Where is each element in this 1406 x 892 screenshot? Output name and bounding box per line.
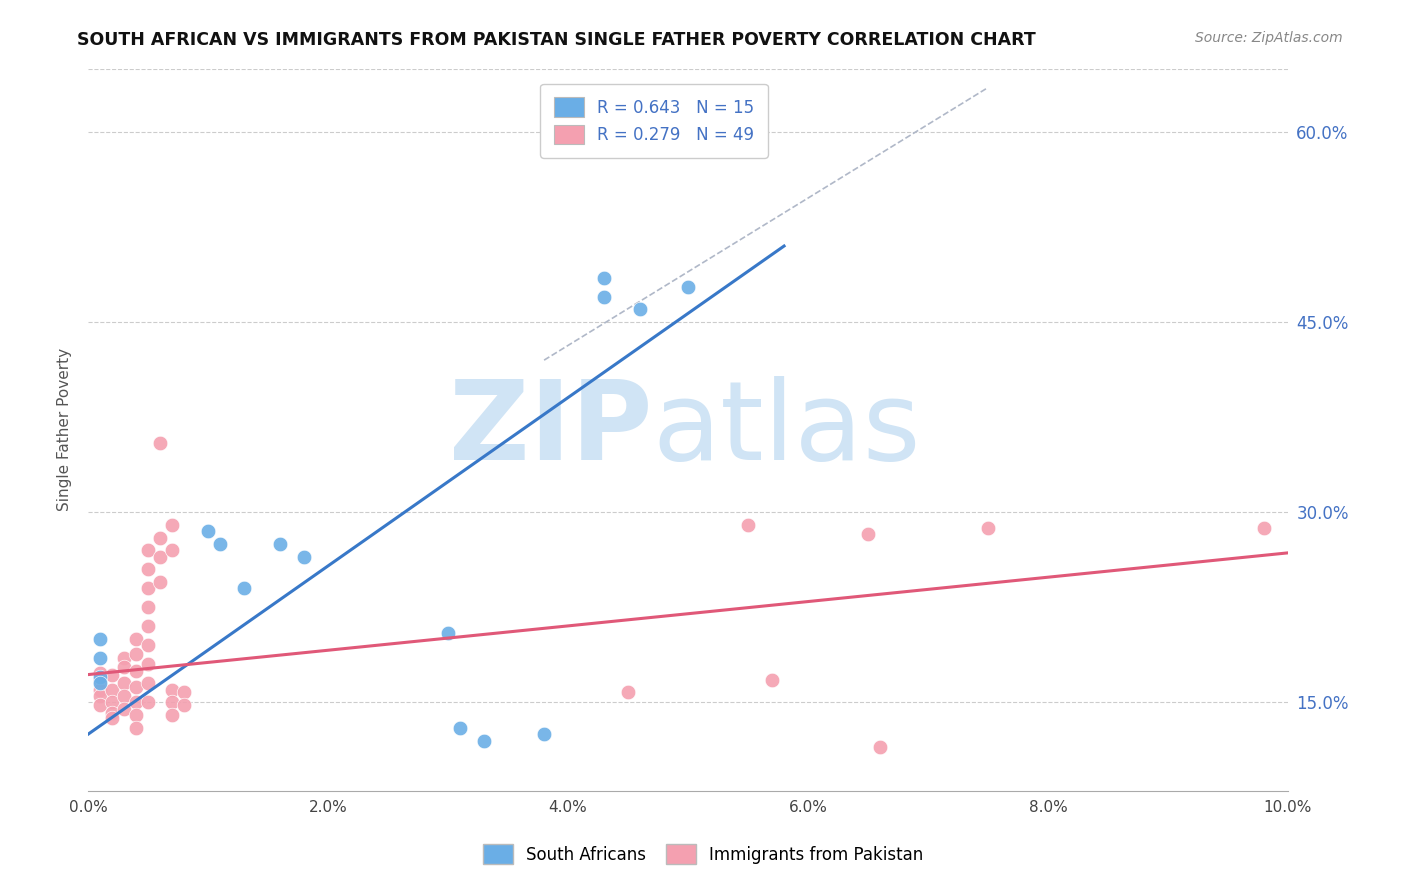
Point — [737, 128, 759, 142]
Text: atlas: atlas — [652, 376, 921, 483]
Point — [197, 524, 219, 539]
Point — [209, 537, 232, 551]
Legend: South Africans, Immigrants from Pakistan: South Africans, Immigrants from Pakistan — [475, 838, 931, 871]
Point — [593, 270, 616, 285]
Point — [449, 721, 471, 735]
Point — [89, 673, 111, 687]
Point — [292, 549, 315, 564]
Y-axis label: Single Father Poverty: Single Father Poverty — [58, 348, 72, 511]
Point — [89, 651, 111, 665]
Text: SOUTH AFRICAN VS IMMIGRANTS FROM PAKISTAN SINGLE FATHER POVERTY CORRELATION CHAR: SOUTH AFRICAN VS IMMIGRANTS FROM PAKISTA… — [77, 31, 1036, 49]
Point — [125, 632, 148, 646]
Point — [233, 582, 256, 596]
Point — [617, 685, 640, 699]
Point — [112, 651, 135, 665]
Point — [269, 537, 291, 551]
Point — [89, 676, 111, 690]
Point — [1253, 520, 1275, 534]
Text: ZIP: ZIP — [449, 376, 652, 483]
Point — [149, 435, 172, 450]
Text: Source: ZipAtlas.com: Source: ZipAtlas.com — [1195, 31, 1343, 45]
Legend: R = 0.643   N = 15, R = 0.279   N = 49: R = 0.643 N = 15, R = 0.279 N = 49 — [540, 84, 768, 158]
Point — [173, 698, 195, 712]
Point — [89, 670, 111, 684]
Point — [136, 639, 159, 653]
Point — [160, 682, 183, 697]
Point — [136, 676, 159, 690]
Point — [149, 531, 172, 545]
Point — [136, 619, 159, 633]
Point — [676, 279, 699, 293]
Point — [761, 673, 783, 687]
Point — [125, 648, 148, 662]
Point — [160, 543, 183, 558]
Point — [160, 518, 183, 533]
Point — [628, 302, 651, 317]
Point — [472, 733, 495, 747]
Point — [856, 526, 879, 541]
Point — [112, 702, 135, 716]
Point — [437, 625, 460, 640]
Point — [136, 657, 159, 672]
Point — [112, 689, 135, 703]
Point — [112, 676, 135, 690]
Point — [149, 574, 172, 589]
Point — [593, 290, 616, 304]
Point — [149, 549, 172, 564]
Point — [160, 708, 183, 723]
Point — [89, 632, 111, 646]
Point — [101, 706, 124, 720]
Point — [101, 682, 124, 697]
Point — [125, 664, 148, 678]
Point — [112, 660, 135, 674]
Point — [136, 582, 159, 596]
Point — [533, 727, 555, 741]
Point — [136, 543, 159, 558]
Point — [125, 708, 148, 723]
Point — [136, 562, 159, 576]
Point — [136, 696, 159, 710]
Point — [89, 666, 111, 681]
Point — [160, 696, 183, 710]
Point — [125, 721, 148, 735]
Point — [737, 518, 759, 533]
Point — [136, 600, 159, 615]
Point — [173, 685, 195, 699]
Point — [977, 520, 1000, 534]
Point — [101, 696, 124, 710]
Point — [125, 680, 148, 694]
Point — [125, 696, 148, 710]
Point — [89, 682, 111, 697]
Point — [869, 739, 891, 754]
Point — [101, 667, 124, 681]
Point — [101, 711, 124, 725]
Point — [89, 698, 111, 712]
Point — [89, 689, 111, 703]
